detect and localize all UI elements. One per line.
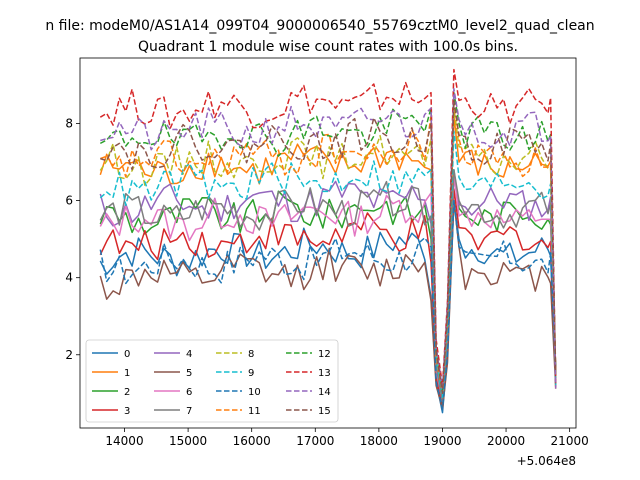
- legend-label-13: 13: [318, 368, 331, 379]
- x-offset-label: +5.064e8: [517, 454, 576, 468]
- legend-label-0: 0: [124, 349, 130, 360]
- x-tick-label: 14000: [105, 434, 143, 448]
- series-line-11: [100, 99, 557, 395]
- legend-label-6: 6: [186, 387, 192, 398]
- series-line-7: [99, 169, 557, 402]
- x-axis: 14000 15000 16000 17000 18000 19000 20000 21000: [105, 428, 589, 448]
- series-line-14: [100, 88, 557, 391]
- legend-label-12: 12: [318, 349, 331, 360]
- y-tick-label: 6: [65, 194, 73, 208]
- legend-label-7: 7: [186, 406, 192, 417]
- series-line-5: [99, 199, 557, 410]
- series-line-0: [99, 199, 557, 414]
- legend-label-14: 14: [318, 387, 331, 398]
- series-line-9: [99, 130, 557, 398]
- chart-title: Quadrant 1 module wise count rates with …: [138, 39, 518, 55]
- legend-label-10: 10: [248, 387, 261, 398]
- legend-label-1: 1: [124, 368, 130, 379]
- series-line-8: [99, 107, 557, 395]
- legend-label-2: 2: [124, 387, 130, 398]
- figure-suptitle: n file: modeM0/AS1A14_099T04_9000006540_…: [45, 18, 594, 34]
- legend-label-8: 8: [248, 349, 254, 360]
- series-line-3: [99, 188, 557, 410]
- x-tick-label: 20000: [487, 434, 525, 448]
- series-line-15: [100, 99, 557, 395]
- y-axis: 2 4 6 8: [65, 117, 80, 362]
- x-tick-label: 19000: [423, 434, 461, 448]
- x-tick-label: 15000: [169, 434, 207, 448]
- legend-label-4: 4: [186, 349, 192, 360]
- plot-frame: [79, 57, 577, 429]
- legend-label-5: 5: [186, 368, 192, 379]
- x-tick-label: 18000: [360, 434, 398, 448]
- legend-label-9: 9: [248, 368, 254, 379]
- legend-label-11: 11: [248, 406, 261, 417]
- y-tick-label: 4: [65, 271, 73, 285]
- series-line-1: [99, 115, 557, 398]
- legend-label-3: 3: [124, 406, 130, 417]
- series-line-12: [99, 91, 557, 391]
- y-tick-label: 8: [65, 117, 73, 131]
- x-tick-label: 21000: [551, 434, 589, 448]
- legend-label-15: 15: [318, 406, 331, 417]
- series-line-4: [99, 176, 557, 402]
- legend-frame: [85, 339, 339, 423]
- x-tick-label: 17000: [296, 434, 334, 448]
- x-tick-label: 16000: [233, 434, 271, 448]
- series-line-13: [99, 68, 557, 387]
- series-layer: [99, 68, 557, 414]
- series-line-10: [99, 199, 557, 410]
- y-tick-label: 2: [65, 348, 73, 362]
